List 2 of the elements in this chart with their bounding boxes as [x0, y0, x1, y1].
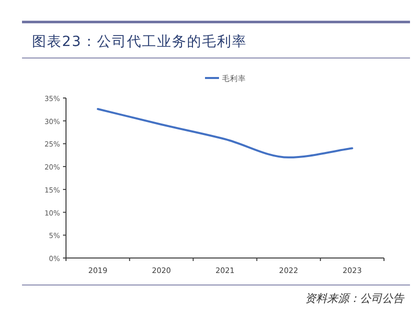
text: 资料来源：公司公告 [305, 292, 405, 305]
chart-title: 图表23：公司代工业务的毛利率 [32, 34, 247, 50]
